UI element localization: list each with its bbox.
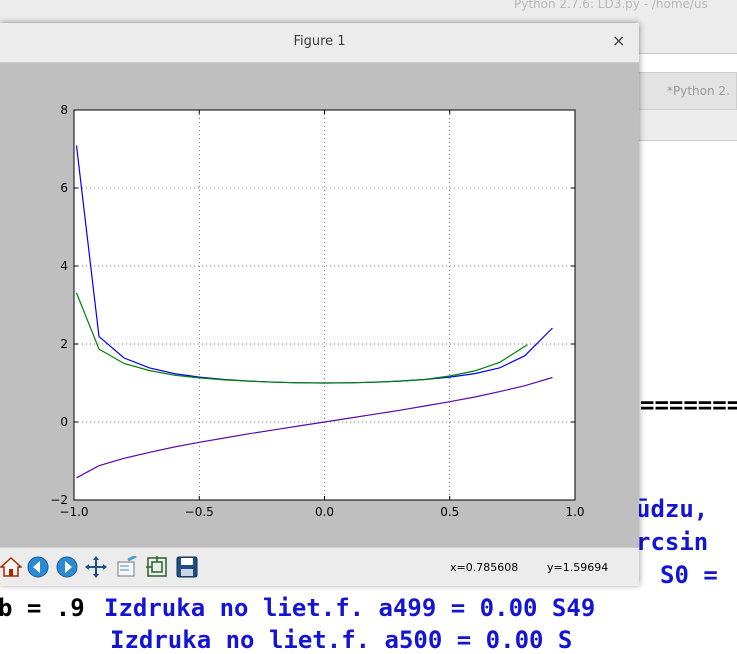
x-tick-label: −1.0 xyxy=(59,505,88,519)
y-tick-label: 8 xyxy=(60,103,68,117)
cursor-x-readout: x=0.785608 xyxy=(450,561,519,574)
x-tick-label: 0.0 xyxy=(315,505,334,519)
series-line-2 xyxy=(75,292,528,384)
shell-separator-line: ======= xyxy=(640,391,737,419)
zoom-rect-icon[interactable] xyxy=(116,556,138,578)
cursor-y-readout: y=1.59694 xyxy=(547,561,609,574)
background-tab-label: *Python 2. xyxy=(667,84,730,98)
y-tick-label: 2 xyxy=(60,337,68,351)
series-line-3 xyxy=(76,376,553,479)
subplots-icon[interactable] xyxy=(146,556,168,578)
close-icon[interactable]: × xyxy=(612,31,626,50)
figure-title-bar[interactable]: Figure 1 × xyxy=(0,23,639,63)
home-icon[interactable] xyxy=(0,556,22,578)
back-arrow-icon[interactable] xyxy=(27,556,49,578)
y-tick-label: −2 xyxy=(50,493,68,507)
shell-output-line: Izdruka no liet.f. a500 = 0.00 S xyxy=(110,626,573,654)
save-floppy-icon[interactable] xyxy=(176,556,198,578)
shell-output-line: rcsin xyxy=(636,528,709,556)
shell-output-line: Izdruka no liet.f. a499 = 0.00 S49 xyxy=(104,594,596,622)
figure-window: Figure 1 × −1.0 −0.5 0.0 0.5 1.0 −2 0 2 4 6 8 xyxy=(0,23,639,586)
shell-code-line: b = .9 xyxy=(0,594,85,622)
x-tick-label: 1.0 xyxy=(565,505,584,519)
y-tick-label: 4 xyxy=(60,259,68,273)
figure-title: Figure 1 xyxy=(293,34,346,49)
line-chart: −1.0 −0.5 0.0 0.5 1.0 −2 0 2 4 6 8 xyxy=(50,103,584,519)
shell-output-line: S0 = xyxy=(660,561,718,589)
background-title-bar: Python 2.7.6: LD3.py - /home/us xyxy=(0,0,737,23)
pan-cross-icon[interactable] xyxy=(85,556,107,578)
background-panel xyxy=(638,110,737,141)
plot-area xyxy=(73,109,576,501)
forward-arrow-icon[interactable] xyxy=(56,556,78,578)
x-tick-label: 0.5 xyxy=(440,505,459,519)
background-window-title: Python 2.7.6: LD3.py - /home/us xyxy=(514,0,708,11)
background-editor-tab[interactable]: *Python 2. xyxy=(638,72,737,110)
plot-canvas[interactable]: −1.0 −0.5 0.0 0.5 1.0 −2 0 2 4 6 8 xyxy=(0,63,636,547)
y-tick-label: 6 xyxy=(60,181,68,195)
figure-toolbar: x=0.785608 y=1.59694 xyxy=(0,547,639,586)
x-tick-label: −0.5 xyxy=(185,505,214,519)
shell-output-line: ūdzu, xyxy=(636,495,709,523)
y-tick-label: 0 xyxy=(60,415,68,429)
background-panel xyxy=(638,23,737,54)
